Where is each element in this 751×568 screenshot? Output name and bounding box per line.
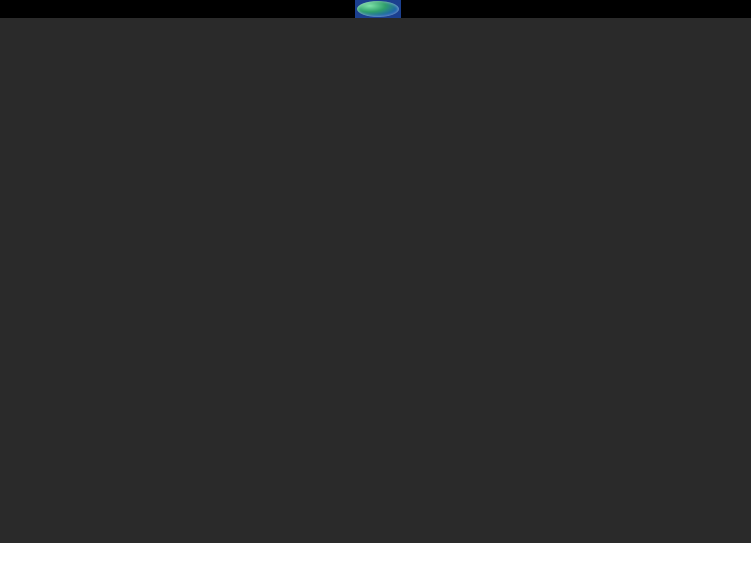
satellite-image bbox=[0, 18, 751, 543]
legend-bar bbox=[0, 543, 751, 568]
globe-icon bbox=[357, 1, 399, 17]
cptec-logo bbox=[355, 0, 401, 18]
satellite-canvas bbox=[0, 18, 751, 543]
header-bar bbox=[0, 0, 751, 18]
cptec-logo-text bbox=[355, 0, 401, 18]
